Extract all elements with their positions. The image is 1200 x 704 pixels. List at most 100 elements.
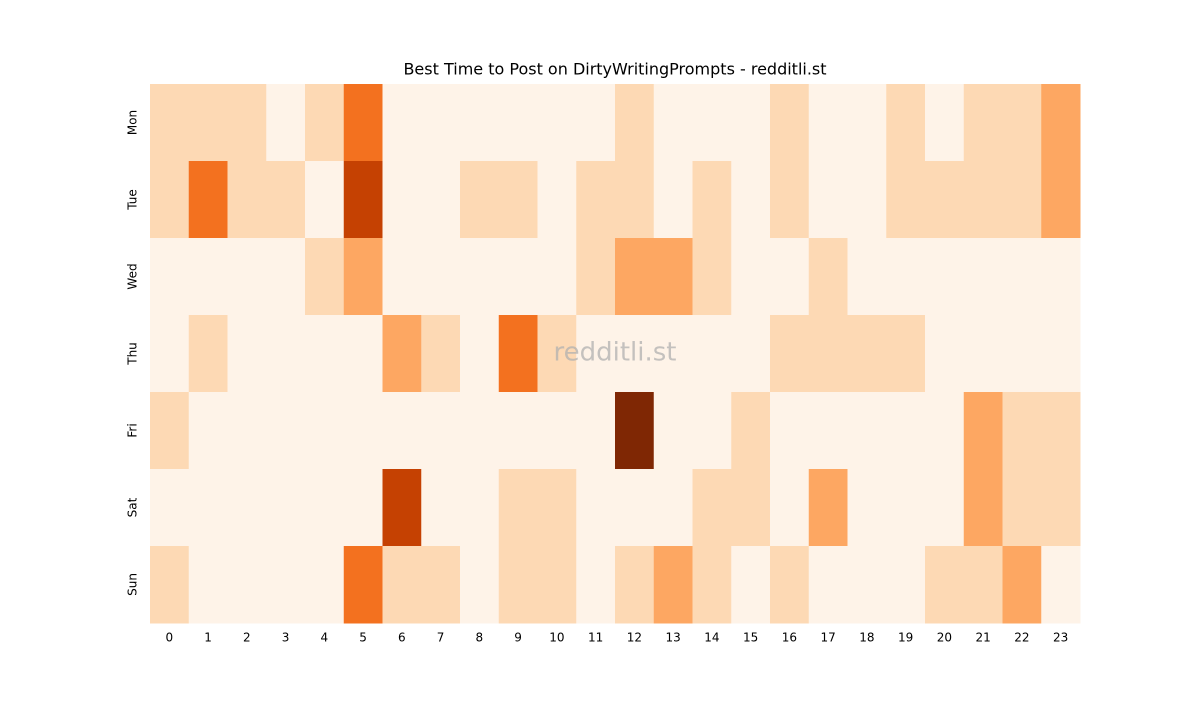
heatmap-cell — [188, 546, 228, 624]
heatmap-cell — [615, 546, 655, 624]
heatmap-cell — [1041, 315, 1081, 393]
heatmap-cell — [770, 84, 810, 162]
heatmap-cell — [963, 392, 1003, 470]
heatmap-cell — [770, 469, 810, 547]
heatmap-cell — [305, 161, 345, 239]
x-tick-label: 7 — [437, 631, 445, 645]
heatmap-cell — [498, 238, 538, 316]
x-tick-label: 3 — [282, 631, 290, 645]
heatmap-cell — [615, 161, 655, 239]
heatmap-cell — [925, 469, 965, 547]
heatmap-cell — [731, 315, 771, 393]
x-tick-label: 13 — [665, 631, 680, 645]
heatmap-cell — [886, 84, 926, 162]
heatmap-cell — [692, 161, 732, 239]
x-tick-label: 17 — [820, 631, 835, 645]
heatmap-cell — [886, 238, 926, 316]
heatmap-cell — [692, 238, 732, 316]
x-tick-label: 19 — [898, 631, 913, 645]
heatmap-cell — [963, 84, 1003, 162]
heatmap-cell — [1002, 546, 1042, 624]
heatmap-cell — [537, 315, 577, 393]
heatmap-cell — [692, 315, 732, 393]
heatmap-cell — [305, 469, 345, 547]
heatmap-cell — [963, 546, 1003, 624]
heatmap-cell — [460, 238, 500, 316]
x-tick-label: 4 — [321, 631, 329, 645]
heatmap-cell — [343, 84, 383, 162]
heatmap-cell — [963, 238, 1003, 316]
heatmap-cell — [808, 238, 848, 316]
heatmap-cell — [305, 546, 345, 624]
y-tick-label: Thu — [126, 342, 140, 366]
heatmap-cell — [963, 161, 1003, 239]
heatmap-cell — [460, 392, 500, 470]
heatmap-cell — [615, 84, 655, 162]
heatmap-cell — [498, 161, 538, 239]
heatmap-cell — [343, 546, 383, 624]
heatmap-cell — [731, 84, 771, 162]
heatmap-cell — [460, 84, 500, 162]
heatmap-cell — [653, 84, 693, 162]
heatmap-cell — [808, 161, 848, 239]
heatmap-cell — [382, 469, 422, 547]
heatmap-cell — [343, 315, 383, 393]
heatmap-cell — [188, 469, 228, 547]
x-tick-label: 12 — [627, 631, 642, 645]
heatmap-cell — [266, 469, 306, 547]
x-tick-label: 15 — [743, 631, 758, 645]
heatmap-cell — [770, 161, 810, 239]
heatmap-cell — [150, 161, 190, 239]
heatmap-cell — [1002, 469, 1042, 547]
heatmap-cell — [731, 238, 771, 316]
x-tick-label: 10 — [549, 631, 564, 645]
heatmap-cell — [382, 161, 422, 239]
heatmap-cell — [266, 546, 306, 624]
heatmap-cell — [382, 392, 422, 470]
heatmap-cell — [188, 238, 228, 316]
heatmap-cell — [1041, 392, 1081, 470]
heatmap-cell — [692, 84, 732, 162]
heatmap-cell — [421, 84, 461, 162]
heatmap-cell — [576, 84, 616, 162]
heatmap-cell — [692, 469, 732, 547]
heatmap-cell — [382, 238, 422, 316]
heatmap-cell — [808, 84, 848, 162]
heatmap-cell — [343, 469, 383, 547]
heatmap-cell — [576, 161, 616, 239]
heatmap-cell — [925, 238, 965, 316]
heatmap-cell — [421, 315, 461, 393]
x-tick-label: 2 — [243, 631, 251, 645]
heatmap-cell — [1041, 238, 1081, 316]
heatmap-cell — [808, 469, 848, 547]
heatmap-cell — [305, 84, 345, 162]
x-tick-label: 9 — [514, 631, 522, 645]
heatmap-cell — [847, 546, 887, 624]
heatmap-cell — [150, 469, 190, 547]
heatmap-cell — [576, 469, 616, 547]
heatmap-cell — [537, 546, 577, 624]
heatmap-cell — [1041, 161, 1081, 239]
heatmap-cell — [460, 315, 500, 393]
heatmap-cell — [266, 161, 306, 239]
x-tick-label: 21 — [975, 631, 990, 645]
heatmap-cell — [305, 238, 345, 316]
heatmap-cell — [266, 238, 306, 316]
heatmap-cell — [227, 161, 267, 239]
heatmap-cell — [1041, 84, 1081, 162]
y-tick-label: Sat — [126, 497, 140, 517]
heatmap-cell — [227, 546, 267, 624]
heatmap-cell — [188, 84, 228, 162]
heatmap-cell — [1002, 238, 1042, 316]
heatmap-cell — [188, 392, 228, 470]
y-tick-label: Tue — [126, 189, 140, 211]
heatmap-cell — [615, 469, 655, 547]
heatmap-cell — [615, 315, 655, 393]
heatmap-cell — [847, 84, 887, 162]
heatmap-cell — [770, 315, 810, 393]
heatmap-cell — [925, 315, 965, 393]
heatmap-cell — [653, 161, 693, 239]
x-tick-label: 5 — [359, 631, 367, 645]
heatmap-cell — [653, 546, 693, 624]
